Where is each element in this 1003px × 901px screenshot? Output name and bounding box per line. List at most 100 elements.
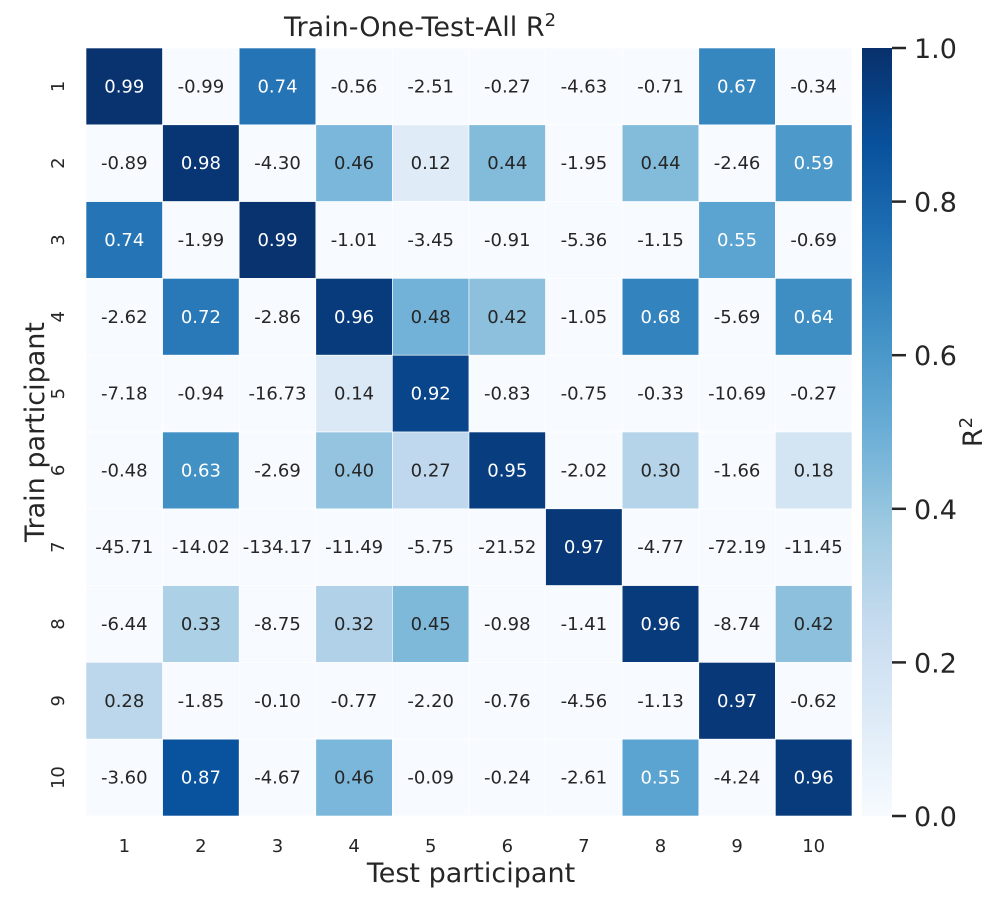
heatmap-cell [775,278,853,356]
cell-value-label: -1.05 [561,307,608,328]
heatmap-cell [775,738,853,817]
heatmap-cell [392,278,470,356]
heatmap-cell [468,508,546,586]
colorbar-tick-label: 0.8 [914,188,957,219]
y-tick-label: 3 [48,234,69,245]
x-tick-label: 3 [272,836,283,857]
heatmap-cell [775,201,853,279]
cell-value-label: -6.44 [101,614,148,635]
cell-value-label: -2.20 [407,691,454,712]
heatmap-cell [621,124,700,202]
heatmap-cell [162,662,240,740]
heatmap-cell [85,508,163,586]
x-tick-label: 4 [348,836,359,857]
cell-value-label: 0.32 [334,614,374,635]
heatmap-cell [775,508,853,586]
cell-value-label: -1.95 [561,153,608,174]
cell-value-label: -5.75 [407,537,454,558]
cell-value-label: -1.15 [637,230,684,251]
cell-value-label: -0.89 [101,153,148,174]
cell-value-label: 0.68 [640,307,680,328]
x-tick-label: 10 [802,836,825,857]
cell-value-label: -45.71 [95,537,153,558]
cell-value-label: 0.42 [794,614,834,635]
heatmap-cell [468,278,546,356]
chart-title-text: Train-One-Test-All R [283,12,545,43]
heatmap-cell [468,585,546,663]
colorbar-tick-label: 0.2 [914,648,957,679]
cell-value-label: -16.73 [248,384,306,405]
cell-value-label: -0.48 [101,460,148,481]
heatmap-cell [392,738,470,817]
heatmap-cell [545,354,623,433]
heatmap-cell [468,354,546,433]
heatmap-cell [315,47,393,126]
chart-title-superscript: 2 [545,10,556,31]
x-axis-label: Test participant [366,858,575,889]
cell-value-label: -0.98 [484,614,531,635]
colorbar-tick-label: 1.0 [914,34,957,65]
heatmap-cell [698,431,776,510]
cell-value-label: -11.45 [785,537,843,558]
heatmap-cell [238,585,317,663]
heatmap-cell [698,508,776,586]
cell-value-label: -0.99 [178,76,225,97]
heatmap-cell [85,585,163,663]
cell-value-label: -14.02 [172,537,230,558]
cell-value-label: 0.46 [334,153,374,174]
cell-value-label: -21.52 [478,537,536,558]
cell-value-label: 0.64 [794,307,834,328]
heatmap-cell [315,738,393,817]
cell-value-label: -4.24 [714,768,761,789]
cell-value-label: -0.24 [484,768,531,789]
cell-value-label: 0.67 [717,76,757,97]
heatmap-cell [238,431,317,510]
heatmap-cell [468,47,546,126]
colorbar-ticks: 0.0 0.2 0.4 0.6 0.8 1.0 [892,34,957,833]
cell-value-label: 0.97 [564,537,604,558]
cell-value-label: -3.60 [101,768,148,789]
heatmap-cell [85,662,163,740]
cell-value-label: 0.72 [181,307,221,328]
cell-value-label: 0.27 [411,460,451,481]
cell-value-label: -2.86 [254,307,301,328]
colorbar-tick-label: 0.4 [914,495,957,526]
heatmap-cell [621,585,700,663]
cell-value-label: -1.85 [178,691,225,712]
cell-value-label: -0.77 [331,691,378,712]
cell-value-label: -0.34 [790,76,837,97]
heatmap-cell [545,431,623,510]
cell-value-label: 0.87 [181,768,221,789]
y-tick-label: 2 [48,157,69,168]
heatmap-cell [392,201,470,279]
heatmap-cell [468,431,546,510]
cell-value-label: -0.56 [331,76,378,97]
cell-value-label: 0.96 [334,307,374,328]
colorbar-tick-label: 0.0 [914,802,957,833]
heatmap-cell [621,47,700,126]
y-tick-label: 8 [48,618,69,629]
heatmap-cell [315,431,393,510]
cell-value-label: -2.46 [714,153,761,174]
heatmap-cell [392,124,470,202]
heatmap-cell [392,662,470,740]
cell-value-label: -1.66 [714,460,761,481]
heatmap-cells: 0.99 -0.99 0.74 -0.56 -2.51 -0.27 -4.63 -0.71 0.… [85,47,853,817]
cell-value-label: -3.45 [407,230,454,251]
cell-value-label: -5.69 [714,307,761,328]
colorbar: 0.0 0.2 0.4 0.6 0.8 1.0 R2 [862,34,989,833]
x-tick-label: 2 [195,836,206,857]
y-tick-label: 10 [48,766,69,789]
cell-value-label: -1.01 [331,230,378,251]
heatmap-cell [85,738,163,817]
cell-value-label: -0.76 [484,691,531,712]
cell-value-label: -4.63 [561,76,608,97]
heatmap-cell [775,585,853,663]
heatmap-cell [621,662,700,740]
heatmap-cell [238,47,317,126]
heatmap-cell [392,354,470,433]
heatmap-cell [315,124,393,202]
heatmap-cell [621,278,700,356]
cell-value-label: -0.62 [790,691,837,712]
